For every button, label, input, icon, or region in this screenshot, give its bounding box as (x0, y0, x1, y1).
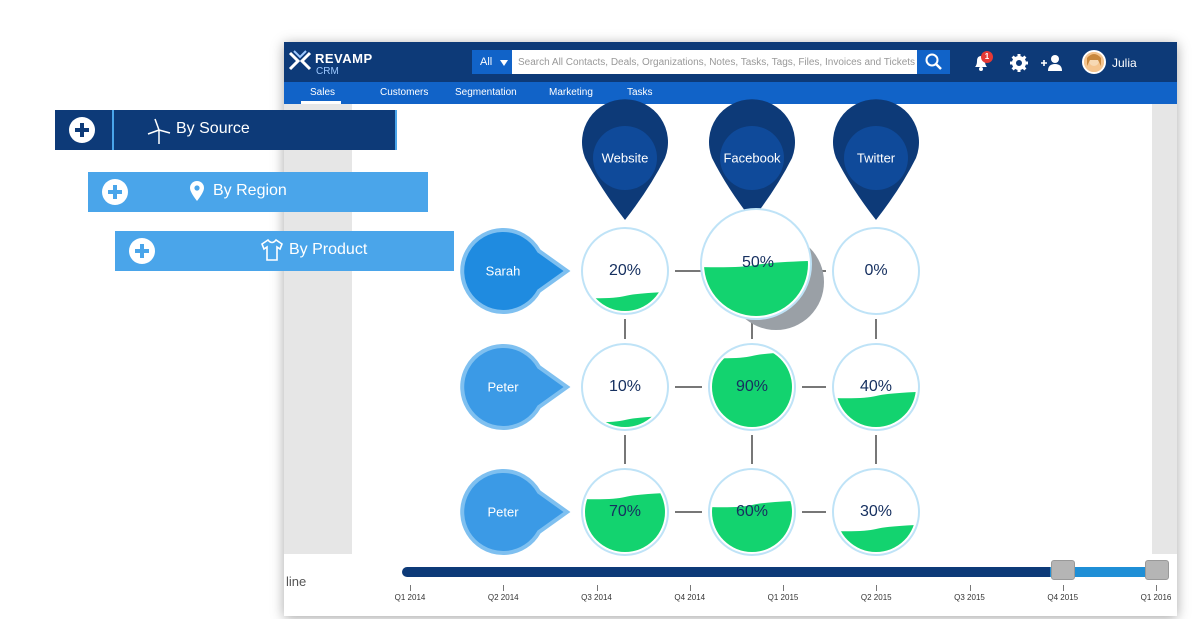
add-user-icon (1041, 55, 1062, 71)
windmill-icon (147, 118, 171, 144)
top-bar: REVAMP CRM All 1 (284, 42, 1177, 82)
person-label: Peter (487, 379, 519, 395)
filter-label: By Region (213, 182, 287, 199)
avatar[interactable] (1082, 50, 1106, 74)
active-tab-indicator (301, 101, 341, 104)
percentage-label: 60% (735, 503, 769, 520)
chevron-down-icon (500, 60, 508, 66)
timeline-tick (410, 585, 411, 591)
filter-by-region[interactable]: By Region (88, 172, 428, 212)
timeline-tick-label: Q4 2015 (1047, 593, 1079, 602)
add-contact-button[interactable] (1040, 52, 1062, 74)
shirt-icon (261, 238, 283, 261)
tab-marketing[interactable]: Marketing (549, 87, 593, 98)
timeline-tick (783, 585, 784, 591)
percentage-label: 20% (608, 262, 642, 279)
filter-label: By Source (176, 120, 250, 137)
timeline-tick-label: Q1 2016 (1140, 593, 1172, 602)
timeline-tick-label: Q2 2015 (860, 593, 892, 602)
percentage-label: 90% (735, 378, 769, 395)
expand-plus-icon[interactable] (69, 117, 95, 143)
timeline-tick-label: Q1 2014 (394, 593, 426, 602)
user-name[interactable]: Julia (1112, 56, 1137, 70)
filter-label: By Product (289, 241, 368, 258)
source-label: Facebook (723, 150, 781, 166)
expand-plus-icon[interactable] (102, 179, 128, 205)
filter-by-product[interactable]: By Product (115, 231, 454, 271)
timeline-tick (969, 585, 971, 591)
timeline-tick (503, 585, 505, 591)
timeline-tick-label: Q3 2014 (581, 593, 612, 602)
logo[interactable]: REVAMP CRM (288, 49, 378, 79)
timeline-tick-label: Q3 2015 (954, 593, 985, 602)
timeline-tick (1156, 585, 1157, 591)
settings-button[interactable] (1008, 52, 1030, 74)
source-label: Twitter (856, 150, 896, 166)
tab-segmentation[interactable]: Segmentation (455, 87, 517, 98)
timeline-start-handle[interactable] (1051, 560, 1075, 580)
person-label: Sarah (485, 263, 521, 279)
percentage-label: 40% (859, 378, 893, 395)
timeline-end-handle[interactable] (1145, 560, 1169, 580)
percentage-label: 70% (608, 503, 642, 520)
timeline-tick-label: Q4 2014 (674, 593, 706, 602)
notifications-button[interactable]: 1 (971, 51, 993, 74)
divider (112, 110, 114, 150)
timeline-tick (1062, 585, 1064, 591)
tab-tasks[interactable]: Tasks (627, 87, 653, 98)
matrix-canvas (352, 104, 1152, 554)
search-icon (925, 53, 942, 70)
logo-subtitle: CRM (316, 66, 339, 77)
filter-by-source[interactable]: By Source (55, 110, 397, 150)
timeline-selected-range (1050, 567, 1158, 577)
notification-badge: 1 (981, 51, 993, 63)
expand-plus-icon[interactable] (129, 238, 155, 264)
gear-icon (1010, 54, 1028, 72)
search-scope-label: All (480, 56, 493, 68)
person-label: Peter (487, 504, 519, 520)
user-photo-icon (1084, 52, 1104, 72)
revamp-logo-icon (288, 50, 312, 71)
timeline-track[interactable] (402, 567, 1160, 577)
percentage-label: 0% (864, 262, 888, 279)
search-button[interactable] (917, 50, 950, 74)
percentage-label: 50% (741, 254, 775, 271)
search-scope-select[interactable]: All (472, 50, 512, 74)
tab-customers[interactable]: Customers (380, 87, 429, 98)
source-label: Website (601, 150, 649, 166)
timeline-tick (876, 585, 878, 591)
timeline-tick (689, 585, 691, 591)
timeline-tick (596, 585, 598, 591)
timeline-tick-label: Q1 2015 (767, 593, 799, 602)
tab-sales[interactable]: Sales (310, 87, 336, 98)
search-input[interactable] (512, 50, 917, 74)
crm-app-window: REVAMP CRM All 1 (284, 42, 1177, 616)
timeline: line Q1 2014 Q2 2014 Q3 2014 Q4 2014 Q1 2015… (284, 554, 1177, 616)
percentage-label: 30% (859, 503, 893, 520)
timeline-tick-label: Q2 2014 (487, 593, 519, 602)
percentage-label: 10% (608, 378, 642, 395)
location-pin-icon (190, 181, 204, 201)
logo-text: REVAMP (315, 51, 373, 66)
main-nav: Sales Customers Segmentation Marketing T… (284, 82, 1177, 104)
timeline-label: line (286, 574, 307, 589)
